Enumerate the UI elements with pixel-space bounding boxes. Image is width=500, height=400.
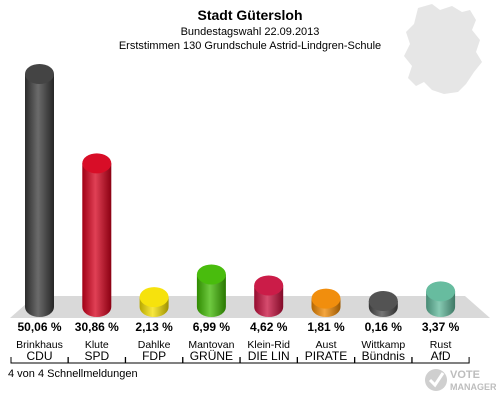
bar-body xyxy=(196,274,226,317)
bar-cdu xyxy=(25,64,54,317)
candidate-name: Rust xyxy=(430,339,452,351)
party-label: FDP xyxy=(142,349,166,363)
value-label: 4,62 % xyxy=(250,320,288,334)
chart-title: Stadt Gütersloh xyxy=(197,7,302,23)
value-label: 50,06 % xyxy=(17,320,61,334)
party-label: GRÜNE xyxy=(190,349,233,363)
party-label: SPD xyxy=(84,349,109,363)
germany-map-icon xyxy=(404,4,482,94)
candidate-name: Klein-Rid xyxy=(247,339,290,351)
bar-grüne xyxy=(196,264,226,317)
candidate-name: Aust xyxy=(315,339,336,351)
value-label: 2,13 % xyxy=(135,320,173,334)
party-label: AfD xyxy=(431,349,451,363)
bar-cap xyxy=(254,275,284,296)
candidate-name: Mantovan xyxy=(188,339,234,351)
logo-text-manager: MANAGER xyxy=(450,382,496,392)
bar-bündnis xyxy=(368,291,398,317)
bar-body xyxy=(82,163,112,317)
vote-manager-logo: VOTE MANAGER xyxy=(425,369,496,392)
bar-cap xyxy=(426,281,456,302)
chart-subtitle-2: Erststimmen 130 Grundschule Astrid-Lindg… xyxy=(119,40,381,52)
bar-cap xyxy=(139,287,169,308)
bar-cap xyxy=(196,264,226,285)
party-label: CDU xyxy=(27,349,53,363)
footer-text: 4 von 4 Schnellmeldungen xyxy=(8,368,138,380)
candidate-name: Wittkamp xyxy=(361,339,405,351)
bar-cap xyxy=(368,291,398,311)
value-label: 6,99 % xyxy=(193,320,231,334)
bar-afd xyxy=(426,281,456,317)
value-label: 30,86 % xyxy=(75,320,119,334)
candidate-name: Dahlke xyxy=(138,339,171,351)
bar-die lin xyxy=(254,275,284,317)
chart-floor xyxy=(10,296,490,318)
candidate-name: Brinkhaus xyxy=(16,339,63,351)
party-label: PIRATE xyxy=(305,349,347,363)
bar-body xyxy=(25,74,54,317)
party-label: Bündnis xyxy=(362,349,405,363)
bar-cap xyxy=(82,153,112,174)
bars-group xyxy=(25,64,456,317)
value-label: 1,81 % xyxy=(307,320,345,334)
chart-subtitle: Bundestagswahl 22.09.2013 xyxy=(181,26,320,38)
bar-spd xyxy=(82,153,112,317)
value-label: 0,16 % xyxy=(365,320,403,334)
bar-cap xyxy=(25,64,54,84)
logo-text-vote: VOTE xyxy=(450,369,480,381)
bar-fdp xyxy=(139,287,169,317)
bar-cap xyxy=(311,288,341,309)
party-label: DIE LIN xyxy=(248,349,290,363)
candidate-name: Klute xyxy=(85,339,109,351)
party-bracket xyxy=(411,357,470,364)
bar-pirate xyxy=(311,288,341,317)
value-label: 3,37 % xyxy=(422,320,460,334)
